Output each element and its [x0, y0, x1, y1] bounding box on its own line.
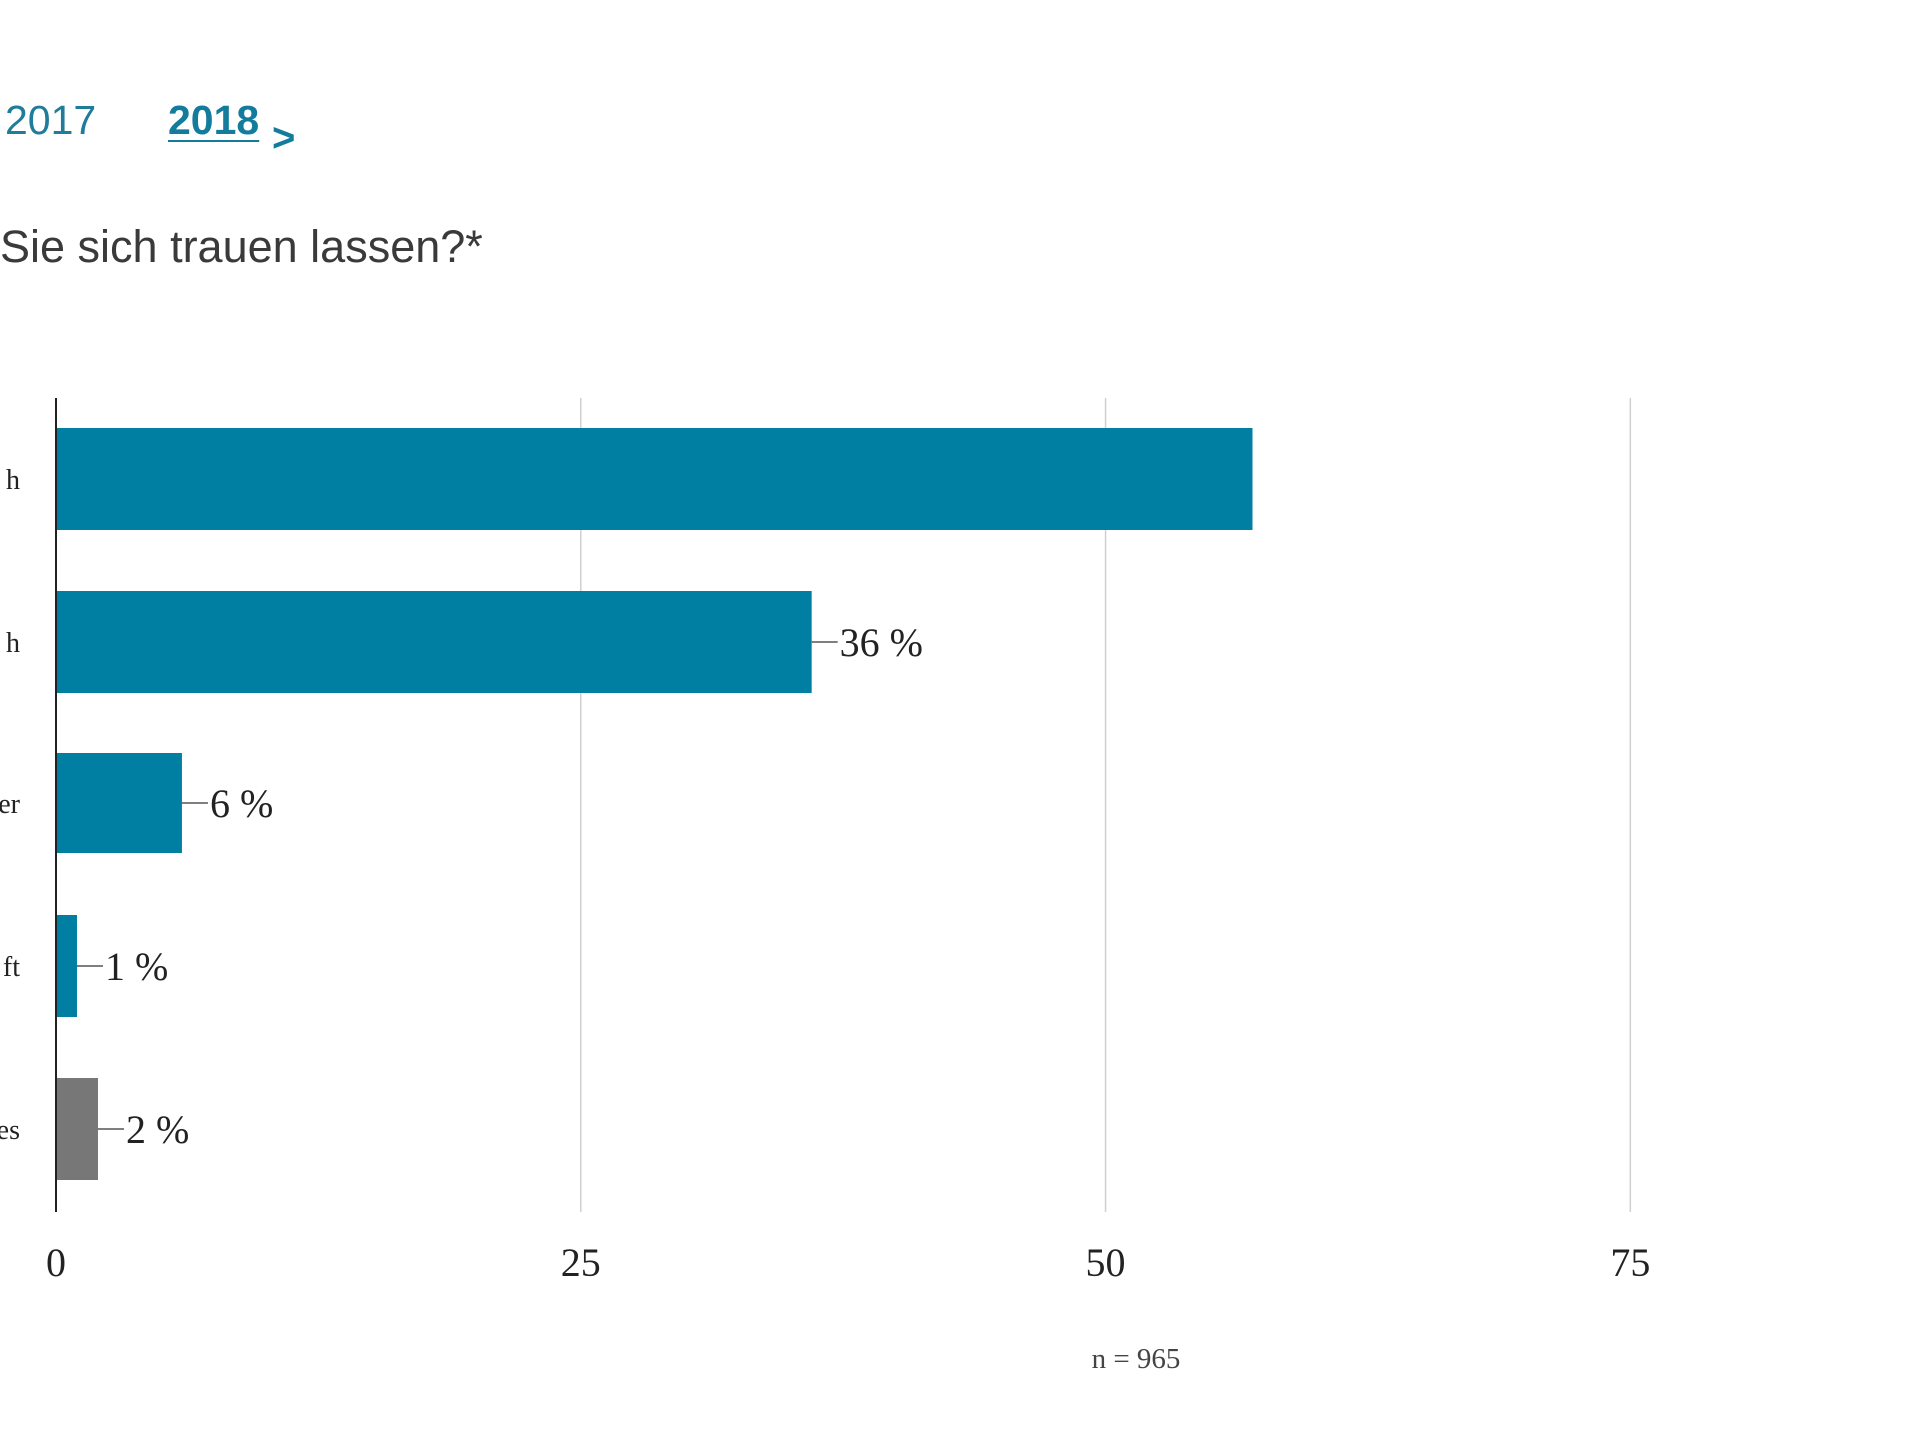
category-label: ft [3, 952, 20, 983]
category-label: h [6, 465, 20, 496]
question-title: Sie sich trauen lassen?* [0, 221, 483, 272]
category-label: es [0, 1115, 20, 1146]
bar [56, 428, 1253, 530]
bar [56, 1078, 98, 1180]
grid-lines [580, 398, 1632, 1212]
sample-size-note: n = 965 [1092, 1343, 1181, 1375]
bar [56, 753, 182, 853]
value-label: 6 % [210, 781, 273, 826]
next-arrow-icon[interactable]: > [272, 116, 296, 160]
x-tick-label: 0 [46, 1240, 66, 1285]
bar [56, 915, 77, 1017]
category-label: er [0, 789, 21, 820]
year-tab-2018[interactable]: 2018 [168, 97, 260, 143]
value-label: 1 % [105, 944, 168, 989]
x-tick-label: 25 [561, 1240, 601, 1285]
x-tick-label: 75 [1610, 1240, 1650, 1285]
bars: 36 % 6 % 1 % 2 % [56, 428, 1253, 1180]
bar [56, 591, 812, 693]
value-label: 2 % [126, 1107, 189, 1152]
value-label: 36 % [840, 620, 923, 665]
x-tick-label: 50 [1086, 1240, 1126, 1285]
category-label: h [6, 628, 20, 659]
year-tab-2017[interactable]: 2017 [5, 97, 97, 143]
axes: 0 25 50 75 h h er ft es n = 965 [0, 398, 1650, 1375]
